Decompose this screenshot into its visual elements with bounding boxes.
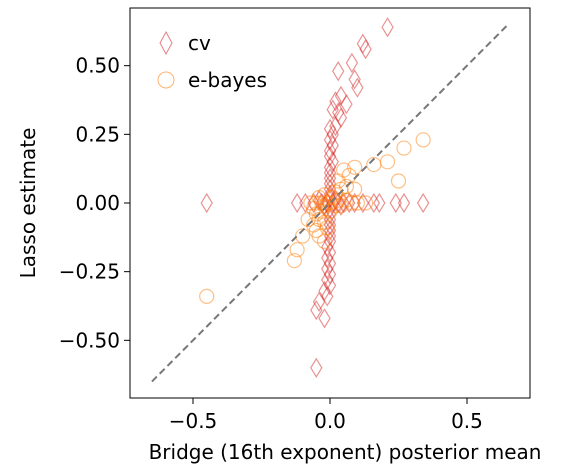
- data-point-diamond: [323, 162, 337, 183]
- reference-line: [151, 23, 509, 383]
- y-tick-label: −0.25: [59, 260, 120, 284]
- x-axis-label: Bridge (16th exponent) posterior mean: [149, 440, 542, 464]
- y-axis-label: Lasso estimate: [16, 128, 40, 279]
- data-point-circle: [379, 154, 396, 170]
- data-point-diamond: [326, 99, 339, 120]
- data-point-diamond: [318, 308, 331, 329]
- data-point-diamond: [290, 192, 304, 214]
- data-point-diamond: [323, 168, 337, 189]
- legend-label-e-bayes: e-bayes: [188, 68, 267, 92]
- data-point-circle: [349, 195, 365, 211]
- data-point-diamond: [299, 192, 312, 214]
- data-point-diamond: [312, 291, 326, 313]
- data-point-diamond: [389, 192, 402, 214]
- y-tick-label: −0.50: [59, 328, 120, 352]
- data-point-diamond: [310, 357, 323, 378]
- series-e-bayes: [199, 132, 431, 304]
- data-point-diamond: [351, 77, 364, 98]
- data-point-circle: [295, 228, 311, 244]
- data-point-diamond: [329, 91, 342, 112]
- data-point-diamond: [310, 299, 323, 321]
- legend: cv e-bayes: [157, 30, 267, 92]
- legend-item-e-bayes: e-bayes: [157, 68, 267, 92]
- data-point-diamond: [200, 192, 213, 214]
- data-point-diamond: [373, 192, 386, 214]
- data-point-circle: [415, 132, 431, 148]
- x-tick-label: 0.0: [314, 409, 346, 433]
- data-point-diamond: [397, 192, 411, 214]
- axis-ticks: −0.5 0.0 0.5 −0.50 −0.25 0.00 0.25 0.50: [59, 54, 483, 433]
- legend-item-cv: cv: [159, 30, 211, 56]
- data-point-diamond: [345, 52, 359, 74]
- legend-marker-diamond: [159, 30, 173, 56]
- data-point-diamond: [323, 275, 337, 296]
- data-point-circle: [316, 233, 333, 250]
- data-point-circle: [390, 173, 407, 189]
- data-point-circle: [396, 140, 412, 156]
- data-point-circle: [300, 211, 316, 228]
- x-tick-label: 0.5: [451, 409, 483, 433]
- data-point-diamond: [323, 157, 337, 178]
- data-point-diamond: [381, 17, 394, 38]
- data-point-circle: [330, 173, 346, 189]
- data-point-diamond: [340, 93, 353, 115]
- y-tick-label: 0.50: [75, 54, 120, 78]
- data-point-diamond: [359, 39, 372, 60]
- data-point-diamond: [332, 61, 345, 82]
- data-point-diamond: [416, 192, 430, 214]
- points-layer: [199, 17, 431, 378]
- data-point-circle: [289, 242, 305, 258]
- x-tick-label: −0.5: [169, 409, 218, 433]
- data-point-circle: [344, 195, 360, 211]
- data-point-diamond: [321, 286, 334, 307]
- data-point-diamond: [348, 69, 361, 90]
- data-point-circle: [199, 288, 215, 304]
- y-tick-label: 0.25: [75, 122, 120, 146]
- data-point-diamond: [367, 192, 381, 214]
- legend-label-cv: cv: [188, 31, 211, 55]
- data-point-circle: [366, 156, 382, 173]
- data-point-circle: [347, 159, 363, 175]
- data-point-circle: [311, 228, 327, 244]
- y-tick-label: 0.00: [75, 191, 120, 215]
- data-point-circle: [286, 253, 302, 269]
- data-point-diamond: [323, 173, 337, 194]
- data-point-diamond: [323, 140, 337, 161]
- legend-marker-circle: [157, 71, 175, 89]
